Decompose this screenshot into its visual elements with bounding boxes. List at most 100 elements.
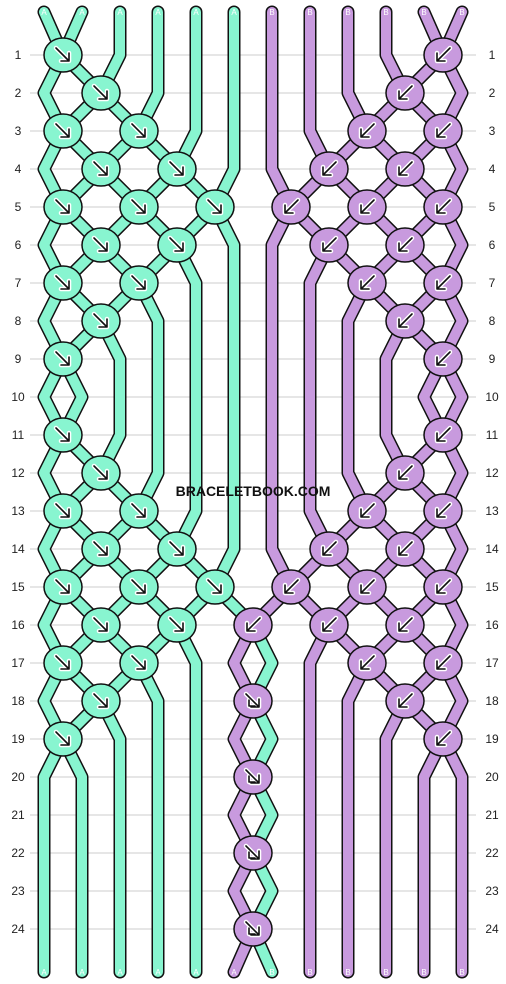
knot-backward[interactable] — [309, 531, 349, 567]
row-label: 18 — [485, 694, 499, 708]
knot-forward[interactable] — [43, 189, 83, 225]
knot-forward[interactable] — [157, 607, 197, 643]
knot-backward[interactable] — [423, 569, 463, 605]
knot-forward-backward[interactable] — [233, 911, 273, 947]
knot-forward[interactable] — [119, 645, 159, 681]
knot-backward[interactable] — [423, 37, 463, 73]
knot-backward[interactable] — [309, 607, 349, 643]
knot-forward[interactable] — [43, 417, 83, 453]
knot-arrow-icon — [284, 199, 299, 214]
knot-forward[interactable] — [43, 721, 83, 757]
knot-backward[interactable] — [385, 227, 425, 263]
knot-backward[interactable] — [385, 531, 425, 567]
knot-forward-backward[interactable] — [233, 759, 273, 795]
knot-forward[interactable] — [119, 189, 159, 225]
knot-backward[interactable] — [423, 721, 463, 757]
knot-forward[interactable] — [81, 607, 121, 643]
row-label: 19 — [11, 732, 25, 746]
string-label-bottom: B — [459, 968, 464, 977]
knot-backward[interactable] — [233, 607, 273, 643]
knot-backward[interactable] — [347, 189, 387, 225]
knot-forward-backward[interactable] — [233, 683, 273, 719]
knot-arrow-icon — [93, 617, 108, 632]
knot-forward[interactable] — [81, 75, 121, 111]
knot-forward[interactable] — [195, 189, 235, 225]
row-label: 7 — [15, 276, 22, 290]
knot-forward[interactable] — [81, 227, 121, 263]
watermark-text: BRACELETBOOK.COM — [176, 483, 331, 499]
knot-forward[interactable] — [119, 493, 159, 529]
knot-backward[interactable] — [347, 265, 387, 301]
knot-arrow-icon — [55, 655, 70, 670]
knot-backward[interactable] — [309, 227, 349, 263]
knot-forward-backward[interactable] — [233, 835, 273, 871]
knot-forward[interactable] — [195, 569, 235, 605]
knot-backward[interactable] — [271, 189, 311, 225]
knot-arrow-icon — [360, 503, 375, 518]
knot-arrow-icon — [436, 579, 451, 594]
row-label: 11 — [486, 428, 499, 442]
knot-arrow-icon — [169, 617, 184, 632]
thread-B — [343, 7, 467, 977]
knot-backward[interactable] — [347, 493, 387, 529]
row-label: 12 — [11, 466, 25, 480]
knot-forward[interactable] — [43, 113, 83, 149]
knot-backward[interactable] — [423, 645, 463, 681]
knot-backward[interactable] — [385, 303, 425, 339]
knot-forward[interactable] — [81, 683, 121, 719]
knot-arrow-icon — [55, 199, 70, 214]
knot-forward[interactable] — [43, 341, 83, 377]
knot-arrow-icon — [436, 275, 451, 290]
knot-backward[interactable] — [423, 265, 463, 301]
row-label: 3 — [15, 124, 22, 138]
knot-arrow-icon — [360, 275, 375, 290]
knot-backward[interactable] — [385, 683, 425, 719]
row-label: 15 — [11, 580, 25, 594]
knot-backward[interactable] — [423, 341, 463, 377]
row-label: 21 — [11, 808, 25, 822]
knot-backward[interactable] — [347, 569, 387, 605]
row-label: 3 — [489, 124, 496, 138]
knot-forward[interactable] — [157, 151, 197, 187]
knot-backward[interactable] — [423, 113, 463, 149]
knot-arrow-icon — [436, 351, 451, 366]
knot-backward[interactable] — [271, 569, 311, 605]
row-label: 9 — [489, 352, 496, 366]
knot-backward[interactable] — [309, 151, 349, 187]
string-label-top: A — [155, 8, 161, 17]
knot-forward[interactable] — [81, 531, 121, 567]
knot-arrow-icon — [55, 427, 70, 442]
knot-backward[interactable] — [347, 645, 387, 681]
knot-forward[interactable] — [43, 493, 83, 529]
knot-forward[interactable] — [119, 265, 159, 301]
knot-forward[interactable] — [43, 645, 83, 681]
knot-backward[interactable] — [385, 151, 425, 187]
knot-arrow-icon — [246, 617, 261, 632]
knot-arrow-icon — [436, 503, 451, 518]
knot-backward[interactable] — [385, 607, 425, 643]
string-label-top: A — [79, 8, 85, 17]
knot-backward[interactable] — [423, 493, 463, 529]
knot-forward[interactable] — [81, 455, 121, 491]
knot-forward[interactable] — [119, 569, 159, 605]
knot-forward[interactable] — [81, 303, 121, 339]
knot-backward[interactable] — [385, 75, 425, 111]
knot-arrow-icon — [398, 541, 413, 556]
knot-forward[interactable] — [157, 531, 197, 567]
knot-forward[interactable] — [43, 37, 83, 73]
knot-forward[interactable] — [119, 113, 159, 149]
knots[interactable] — [43, 37, 463, 947]
string-label-bottom: B — [307, 968, 312, 977]
knot-backward[interactable] — [385, 455, 425, 491]
knot-arrow-icon — [322, 617, 337, 632]
knot-forward[interactable] — [43, 569, 83, 605]
knot-forward[interactable] — [157, 227, 197, 263]
row-label: 20 — [11, 770, 25, 784]
row-label: 22 — [11, 846, 25, 860]
knot-backward[interactable] — [423, 417, 463, 453]
knot-backward[interactable] — [423, 189, 463, 225]
knot-forward[interactable] — [81, 151, 121, 187]
row-label: 16 — [11, 618, 25, 632]
knot-backward[interactable] — [347, 113, 387, 149]
knot-forward[interactable] — [43, 265, 83, 301]
